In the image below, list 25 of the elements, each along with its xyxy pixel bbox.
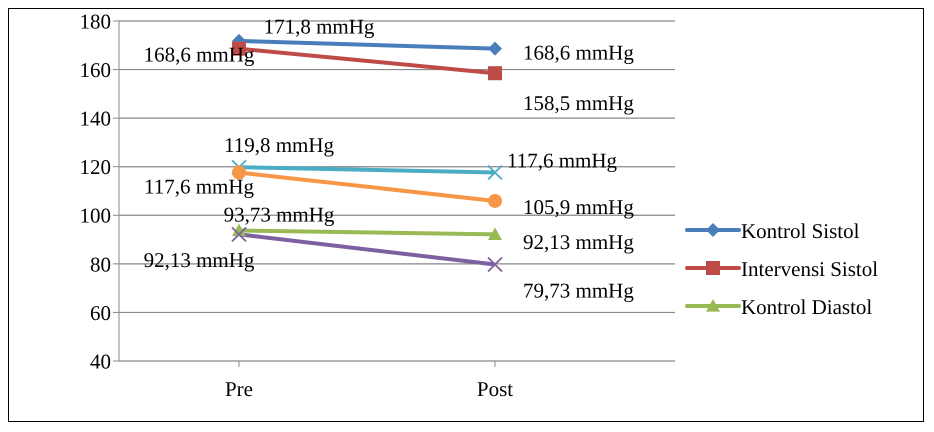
data-label: 79,73 mmHg — [523, 278, 634, 302]
data-label: 92,13 mmHg — [523, 230, 634, 254]
y-tick-label: 40 — [90, 349, 111, 374]
data-label: 171,8 mmHg — [264, 14, 375, 39]
data-label: 117,6 mmHg — [144, 174, 255, 198]
legend-label: Kontrol Sistol — [741, 218, 860, 244]
data-label: 105,9 mmHg — [523, 194, 634, 219]
y-tick-label: 60 — [90, 300, 111, 325]
legend-label: Kontrol Diastol — [741, 294, 872, 320]
data-label: 93,73 mmHg — [224, 202, 335, 226]
data-label: 158,5 mmHg — [523, 91, 634, 116]
data-label: 168,6 mmHg — [144, 42, 255, 66]
data-label: 92,13 mmHg — [144, 248, 255, 272]
legend-label: Intervensi Sistol — [741, 256, 878, 282]
y-tick-label: 140 — [80, 106, 111, 131]
data-label: 168,6 mmHg — [523, 40, 634, 64]
data-label: 119,8 mmHg — [224, 133, 335, 158]
y-tick-label: 160 — [80, 58, 111, 82]
x-tick-label: Post — [476, 376, 514, 401]
x-tick-label: Pre — [225, 376, 253, 401]
data-label: 117,6 mmHg — [507, 148, 618, 172]
y-tick-label: 120 — [80, 155, 111, 180]
y-tick-label: 100 — [80, 204, 111, 228]
y-tick-label: 180 — [80, 9, 111, 34]
y-tick-label: 80 — [90, 252, 111, 276]
